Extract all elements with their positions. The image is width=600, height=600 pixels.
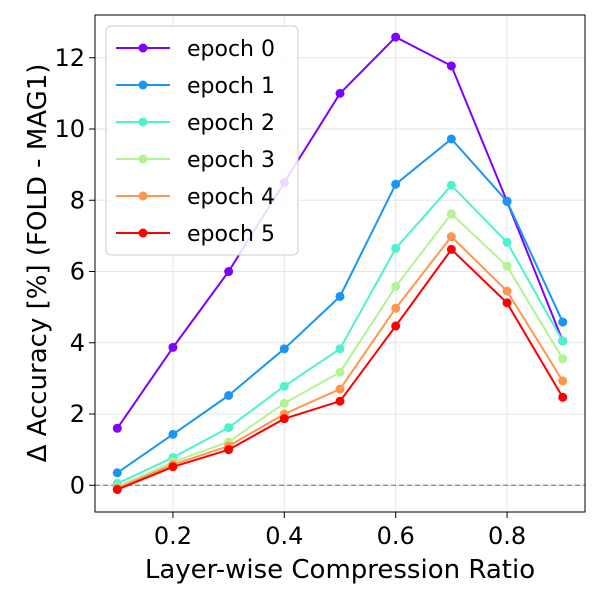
data-point [446,180,456,190]
legend-marker [138,80,148,90]
y-tick-label: 4 [70,329,85,357]
data-point [335,291,345,301]
series-epoch-5 [112,244,568,495]
y-tick-label: 6 [70,258,85,286]
legend-entry: epoch 3 [116,148,275,173]
data-point [502,237,512,247]
legend-label: epoch 0 [187,37,275,62]
legend-marker [138,191,148,201]
data-point [279,344,289,354]
data-point [335,384,345,394]
data-point [112,485,122,495]
data-point [446,244,456,254]
legend-entry: epoch 2 [116,111,275,136]
y-tick-label: 12 [54,44,85,72]
y-axis-label: Δ Accuracy [%] (FOLD - MAG1) [23,64,53,463]
x-tick-label: 0.4 [265,522,303,550]
data-point [391,303,401,313]
legend-label: epoch 5 [187,222,275,247]
data-point [558,354,568,364]
x-axis-ticks: 0.2 0.4 0.6 0.8 [154,512,526,550]
data-point [502,196,512,206]
legend-marker [138,117,148,127]
data-point [224,445,234,455]
y-axis-ticks: 0 2 4 6 8 10 12 [54,44,95,499]
series-line [116,235,564,490]
data-point [446,134,456,144]
legend-entry: epoch 1 [116,74,275,99]
data-point [224,423,234,433]
legend-entry: epoch 4 [116,185,275,210]
data-point [446,232,456,242]
data-point [391,321,401,331]
data-point [558,336,568,346]
y-tick-label: 10 [54,115,85,143]
y-tick-label: 2 [70,400,85,428]
legend-box [105,25,299,256]
data-point [112,468,122,478]
x-axis-label: Layer-wise Compression Ratio [145,555,535,585]
data-point [335,344,345,354]
legend-marker [138,154,148,164]
data-point [335,367,345,377]
y-tick-label: 8 [70,186,85,214]
data-point [279,398,289,408]
legend-label: epoch 2 [187,111,275,136]
data-point [502,286,512,296]
series-epoch-1 [112,134,568,478]
data-point [391,32,401,42]
data-point [168,429,178,439]
data-point [224,390,234,400]
data-point [558,317,568,327]
x-tick-label: 0.6 [377,522,415,550]
y-tick-label: 0 [70,471,85,499]
data-point [391,243,401,253]
data-point [446,209,456,219]
data-point [335,88,345,98]
legend: epoch 0 epoch 1 epoch 2 epoch 3 epoch 4 epoch… [105,25,299,256]
data-point [168,342,178,352]
legend-entry: epoch 0 [116,37,275,62]
data-point [446,61,456,71]
series-epoch-0 [112,32,568,433]
data-point [502,298,512,308]
data-point [279,381,289,391]
plot-frame [94,14,586,513]
series-epoch-2 [112,180,568,488]
series-group [112,32,568,495]
data-point [391,179,401,189]
legend-marker [138,228,148,238]
data-point [391,281,401,291]
data-point [279,414,289,424]
data-point [558,376,568,386]
data-point [168,462,178,472]
legend-marker [138,43,148,53]
data-point [558,392,568,402]
data-point [224,267,234,277]
legend-label: epoch 1 [187,74,275,99]
data-point [335,396,345,406]
data-point [502,261,512,271]
x-tick-label: 0.8 [488,522,526,550]
legend-entry: epoch 5 [116,222,275,247]
data-point [112,423,122,433]
legend-label: epoch 4 [187,185,275,210]
legend-label: epoch 3 [187,148,275,173]
x-tick-label: 0.2 [154,522,192,550]
